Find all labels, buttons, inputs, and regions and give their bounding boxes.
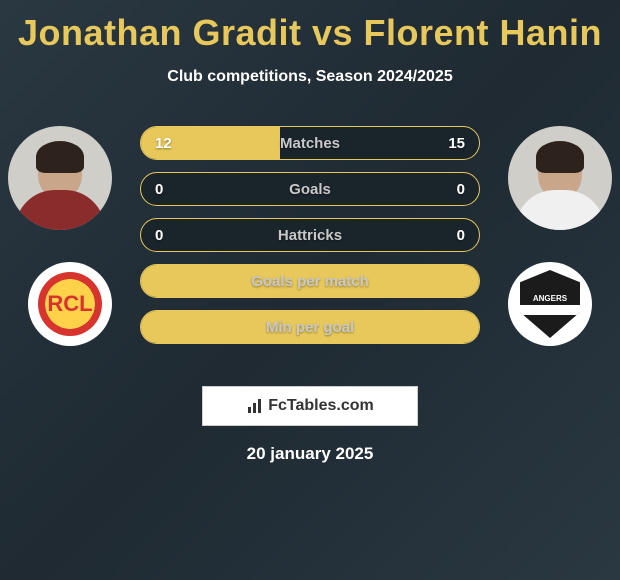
stat-label: Goals bbox=[141, 173, 479, 205]
stat-row: Min per goal bbox=[140, 310, 480, 344]
page-title: Jonathan Gradit vs Florent Hanin bbox=[0, 0, 620, 54]
subtitle: Club competitions, Season 2024/2025 bbox=[0, 68, 620, 86]
stat-row: 12 Matches 15 bbox=[140, 126, 480, 160]
crest-badge-text: ANGERS bbox=[520, 270, 580, 338]
stat-row: 0 Hattricks 0 bbox=[140, 218, 480, 252]
player2-club-crest: ANGERS bbox=[508, 262, 592, 346]
comparison-panel: RCL ANGERS 12 Matches 15 0 Goals 0 0 Hat… bbox=[0, 126, 620, 376]
stat-row: Goals per match bbox=[140, 264, 480, 298]
brand-watermark: FcTables.com bbox=[202, 386, 418, 426]
brand-text: FcTables.com bbox=[268, 397, 374, 415]
stat-value-right: 0 bbox=[457, 173, 465, 205]
stat-label: Goals per match bbox=[141, 265, 479, 297]
chart-icon bbox=[246, 397, 264, 415]
player1-avatar bbox=[8, 126, 112, 230]
player2-avatar bbox=[508, 126, 612, 230]
stat-label: Min per goal bbox=[141, 311, 479, 343]
stat-bars: 12 Matches 15 0 Goals 0 0 Hattricks 0 Go… bbox=[140, 126, 480, 356]
crest-badge-text: RCL bbox=[38, 272, 102, 336]
stat-row: 0 Goals 0 bbox=[140, 172, 480, 206]
snapshot-date: 20 january 2025 bbox=[0, 444, 620, 464]
stat-label: Hattricks bbox=[141, 219, 479, 251]
stat-value-right: 0 bbox=[457, 219, 465, 251]
stat-value-right: 15 bbox=[448, 127, 465, 159]
stat-label: Matches bbox=[141, 127, 479, 159]
player1-club-crest: RCL bbox=[28, 262, 112, 346]
